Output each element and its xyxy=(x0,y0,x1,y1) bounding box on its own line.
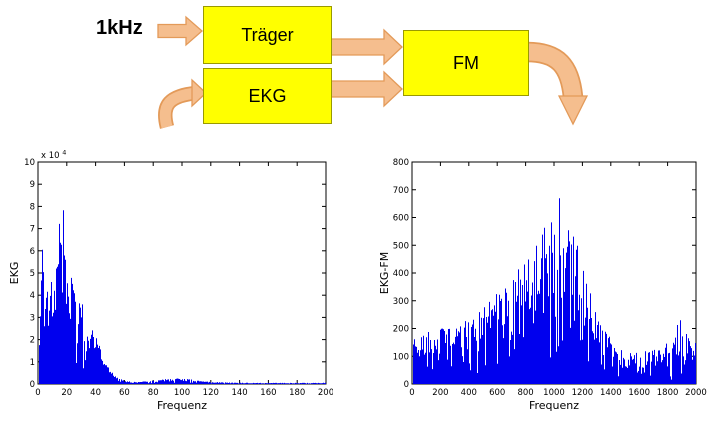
arrow-fm-output xyxy=(526,41,589,126)
svg-text:6: 6 xyxy=(30,247,35,257)
svg-text:180: 180 xyxy=(289,388,305,398)
traeger-box-label: Träger xyxy=(241,24,294,45)
arrow-input-to-traeger xyxy=(157,15,203,47)
fm-box-label: FM xyxy=(453,52,479,73)
svg-text:600: 600 xyxy=(393,214,409,224)
svg-text:300: 300 xyxy=(393,297,409,307)
svg-text:700: 700 xyxy=(393,186,409,196)
ekg-fm-spectrum-chart: 0 200 400 600 800 1000 1200 1400 1600 1800 2000 0 10… xyxy=(378,158,707,412)
svg-text:Frequenz: Frequenz xyxy=(529,399,579,412)
svg-text:500: 500 xyxy=(393,241,409,251)
svg-text:x 10 4: x 10 4 xyxy=(41,149,66,162)
svg-text:100: 100 xyxy=(393,352,409,362)
svg-text:7: 7 xyxy=(30,225,35,235)
svg-text:40: 40 xyxy=(90,388,101,398)
ekg-box-label: EKG xyxy=(248,85,287,106)
svg-text:EKG: EKG xyxy=(8,262,21,285)
svg-text:1800: 1800 xyxy=(657,388,679,398)
signal-flow-diagram: 1kHz Träger EKG FM xyxy=(0,0,714,148)
svg-text:60: 60 xyxy=(119,388,130,398)
svg-text:9: 9 xyxy=(30,180,35,190)
svg-text:200: 200 xyxy=(318,388,333,398)
svg-text:0: 0 xyxy=(30,380,35,390)
svg-text:1600: 1600 xyxy=(628,388,650,398)
svg-text:2: 2 xyxy=(30,336,35,346)
ekg-box: EKG xyxy=(203,68,332,124)
svg-text:EKG-FM: EKG-FM xyxy=(378,252,391,294)
arrow-ekg-to-fm xyxy=(330,70,403,108)
fm-box: FM xyxy=(403,30,529,96)
svg-text:2000: 2000 xyxy=(685,388,707,398)
svg-text:4: 4 xyxy=(30,291,35,301)
svg-text:1400: 1400 xyxy=(600,388,622,398)
svg-text:200: 200 xyxy=(393,325,409,335)
svg-text:120: 120 xyxy=(203,388,219,398)
svg-text:Frequenz: Frequenz xyxy=(157,399,207,412)
arrow-into-ekg xyxy=(158,78,207,129)
svg-text:0: 0 xyxy=(404,380,409,390)
svg-text:800: 800 xyxy=(393,158,409,168)
svg-text:80: 80 xyxy=(148,388,159,398)
svg-text:140: 140 xyxy=(231,388,247,398)
svg-text:600: 600 xyxy=(489,388,505,398)
svg-text:0: 0 xyxy=(35,388,40,398)
arrow-traeger-to-fm xyxy=(330,28,403,66)
svg-text:0: 0 xyxy=(409,388,414,398)
svg-text:400: 400 xyxy=(461,388,477,398)
input-frequency-label: 1kHz xyxy=(96,17,143,39)
svg-text:1000: 1000 xyxy=(543,388,565,398)
svg-text:8: 8 xyxy=(30,202,35,212)
svg-text:1200: 1200 xyxy=(572,388,594,398)
svg-text:5: 5 xyxy=(30,269,35,279)
svg-text:3: 3 xyxy=(30,313,35,323)
ekg-spectrum-chart: 0 20 40 60 80 100 120 140 160 180 200 0 1 2 3 4 5 6 7 8 9 10 F… xyxy=(8,149,333,413)
svg-text:800: 800 xyxy=(517,388,533,398)
traeger-box: Träger xyxy=(203,6,332,64)
svg-text:100: 100 xyxy=(174,388,190,398)
svg-text:400: 400 xyxy=(393,269,409,279)
svg-text:160: 160 xyxy=(260,388,276,398)
flow-arrows xyxy=(157,15,589,129)
svg-text:20: 20 xyxy=(61,388,72,398)
svg-text:10: 10 xyxy=(24,158,35,168)
svg-text:1: 1 xyxy=(30,358,35,368)
svg-text:200: 200 xyxy=(432,388,448,398)
